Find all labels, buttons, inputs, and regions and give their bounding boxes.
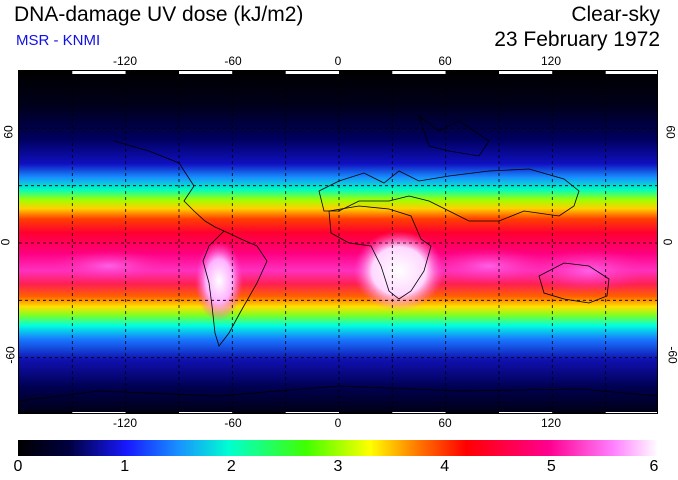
- uv-dose-map: [18, 70, 658, 414]
- lat-tick-right-m60: -60: [665, 346, 678, 364]
- south-america-hotspot: [195, 241, 243, 321]
- uv-dose-map-svg: [19, 71, 657, 413]
- australia-hotspot: [529, 249, 649, 293]
- lon-tick-top-m120: -120: [112, 54, 138, 68]
- lat-tick-right-60: 60: [663, 125, 678, 139]
- source-label: MSR - KNMI: [16, 32, 101, 49]
- africa-coast: [328, 205, 432, 300]
- lat-tick-left-0: 0: [0, 239, 12, 246]
- lon-tick-bottom-m60: -60: [224, 416, 242, 430]
- date-label: 23 February 1972: [494, 28, 660, 51]
- coastlines: [19, 114, 657, 402]
- africa-hotspot: [354, 231, 444, 311]
- lon-tick-top-m60: -60: [224, 54, 242, 68]
- uv-field: [19, 71, 657, 413]
- eurasia-coast: [318, 168, 580, 222]
- colorbar: [18, 440, 658, 456]
- lat-tick-left-m60: -60: [3, 346, 18, 364]
- colorbar-gradient: [18, 440, 658, 456]
- frame-ticks: [19, 71, 657, 413]
- south-america-coast: [202, 230, 268, 347]
- lon-tick-bottom-120: 120: [540, 416, 562, 430]
- lon-tick-bottom-0: 0: [334, 416, 342, 430]
- colorbar-label-5: 5: [546, 458, 556, 475]
- australia-coast: [538, 262, 610, 304]
- north-america-coast: [113, 140, 225, 232]
- colorbar-label-6: 6: [649, 458, 659, 475]
- colorbar-label-3: 3: [333, 458, 343, 475]
- colorbar-label-4: 4: [440, 458, 450, 475]
- lon-tick-bottom-m120: -120: [112, 416, 138, 430]
- lat-tick-left-60: 60: [1, 125, 16, 139]
- lon-tick-top-0: 0: [334, 54, 342, 68]
- sky-condition-label: Clear-sky: [571, 3, 660, 26]
- chart-title: DNA-damage UV dose (kJ/m2): [14, 3, 304, 26]
- colorbar-label-0: 0: [13, 458, 23, 475]
- greenland-coast: [418, 114, 490, 157]
- colorbar-label-2: 2: [226, 458, 236, 475]
- lon-tick-top-60: 60: [438, 54, 452, 68]
- lon-tick-top-120: 120: [540, 54, 562, 68]
- colorbar-label-1: 1: [120, 458, 130, 475]
- graticule: [19, 71, 657, 413]
- lat-tick-right-0: 0: [660, 238, 675, 246]
- pacific-hotspot: [49, 250, 169, 282]
- indian-ocean-hotspot: [429, 248, 549, 284]
- lon-tick-bottom-60: 60: [438, 416, 452, 430]
